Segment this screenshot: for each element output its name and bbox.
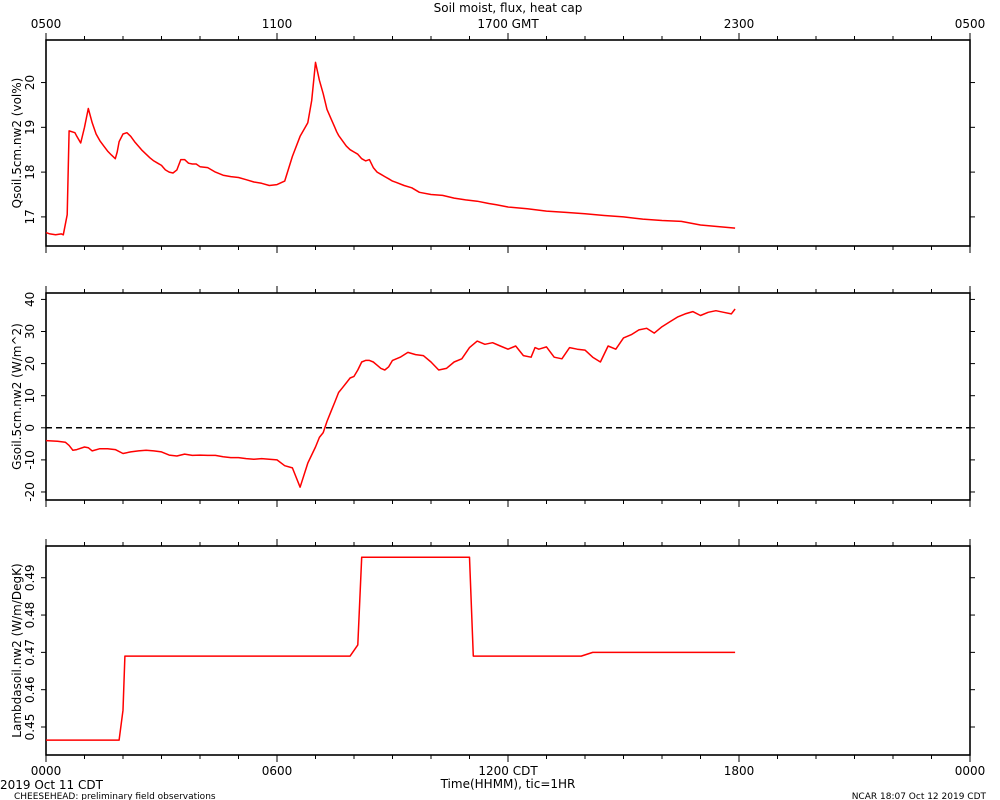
y-tick-label: 30 <box>23 324 37 339</box>
y-tick-label: 0.49 <box>23 564 37 591</box>
top-tick-label: 0500 <box>955 17 986 31</box>
top-tick-label: 1700 GMT <box>477 17 539 31</box>
y-tick-label: 20 <box>23 356 37 371</box>
y-axis-label: Qsoil.5cm.nw2 (vol%) <box>10 78 24 209</box>
y-tick-label: 40 <box>23 292 37 307</box>
y-tick-label: 19 <box>23 120 37 135</box>
series-line <box>45 308 736 488</box>
y-tick-label: -10 <box>23 450 37 470</box>
x-axis-label: Time(HHMM), tic=1HR <box>440 777 576 791</box>
y-tick-label: 20 <box>23 75 37 90</box>
y-tick-label: 0.45 <box>23 714 37 741</box>
bottom-tick-label: 0600 <box>262 764 293 778</box>
y-tick-label: 0 <box>23 424 37 432</box>
bottom-tick-label: 1800 <box>724 764 755 778</box>
y-tick-label: 10 <box>23 388 37 403</box>
y-tick-label: 0.46 <box>23 676 37 703</box>
bottom-tick-label: 0000 <box>31 764 62 778</box>
chart-panel-2: -20 -10 0 10 20 30 40 Gsoil.5cm.nw2 (W/m^2) <box>10 286 975 507</box>
plot-frame <box>45 292 971 501</box>
chart-title: Soil moist, flux, heat cap <box>434 1 583 15</box>
top-tick-label: 1100 <box>262 17 293 31</box>
date-label: 2019 Oct 11 CDT <box>0 778 104 792</box>
top-tick-label: 2300 <box>724 17 755 31</box>
y-axis-label: Lambdasoil.nw2 (W/m/DegK) <box>10 563 24 737</box>
project-label: CHEESEHEAD: preliminary field observatio… <box>14 792 216 800</box>
y-tick-label: 18 <box>23 164 37 179</box>
y-tick-label: 17 <box>23 209 37 224</box>
y-tick-label: 0.48 <box>23 602 37 629</box>
series-line <box>46 556 736 741</box>
top-time-axis: 0500 1100 1700 GMT 2300 0500 <box>31 17 986 31</box>
top-tick-label: 0500 <box>31 17 62 31</box>
y-tick-label: 0.47 <box>23 639 37 666</box>
series-line <box>45 61 736 236</box>
y-tick-label: -20 <box>23 482 37 502</box>
y-axis-label: Gsoil.5cm.nw2 (W/m^2) <box>10 323 24 470</box>
bottom-tick-label: 0000 <box>955 764 986 778</box>
plot-frame <box>45 545 971 756</box>
plot-frame <box>45 39 971 247</box>
timestamp-label: NCAR 18:07 Oct 12 2019 CDT <box>852 792 987 800</box>
bottom-tick-label: 1200 CDT <box>478 764 538 778</box>
